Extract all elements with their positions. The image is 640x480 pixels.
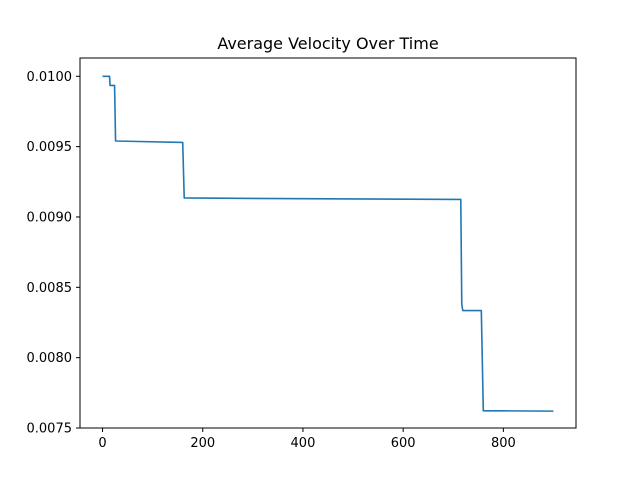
y-tick-label: 0.0080 <box>27 351 73 366</box>
y-tick-label: 0.0085 <box>27 281 73 296</box>
plot-area <box>102 75 554 412</box>
x-axis: 0 200 400 600 800 <box>98 428 516 451</box>
y-tick-label: 0.0075 <box>27 422 73 437</box>
chart-title: Average Velocity Over Time <box>217 34 438 53</box>
x-tick-label: 0 <box>98 436 106 451</box>
x-tick-label: 800 <box>491 436 516 451</box>
series-line-0 <box>102 75 554 412</box>
axes-frame <box>79 57 577 429</box>
y-tick-label: 0.0090 <box>27 210 73 225</box>
y-tick-label: 0.0100 <box>27 70 73 85</box>
x-tick-label: 600 <box>391 436 416 451</box>
y-tick-label: 0.0095 <box>27 140 73 155</box>
x-tick-label: 200 <box>190 436 215 451</box>
y-axis: 0.0075 0.0080 0.0085 0.0090 0.0095 0.0100 <box>27 70 80 437</box>
x-tick-label: 400 <box>291 436 316 451</box>
